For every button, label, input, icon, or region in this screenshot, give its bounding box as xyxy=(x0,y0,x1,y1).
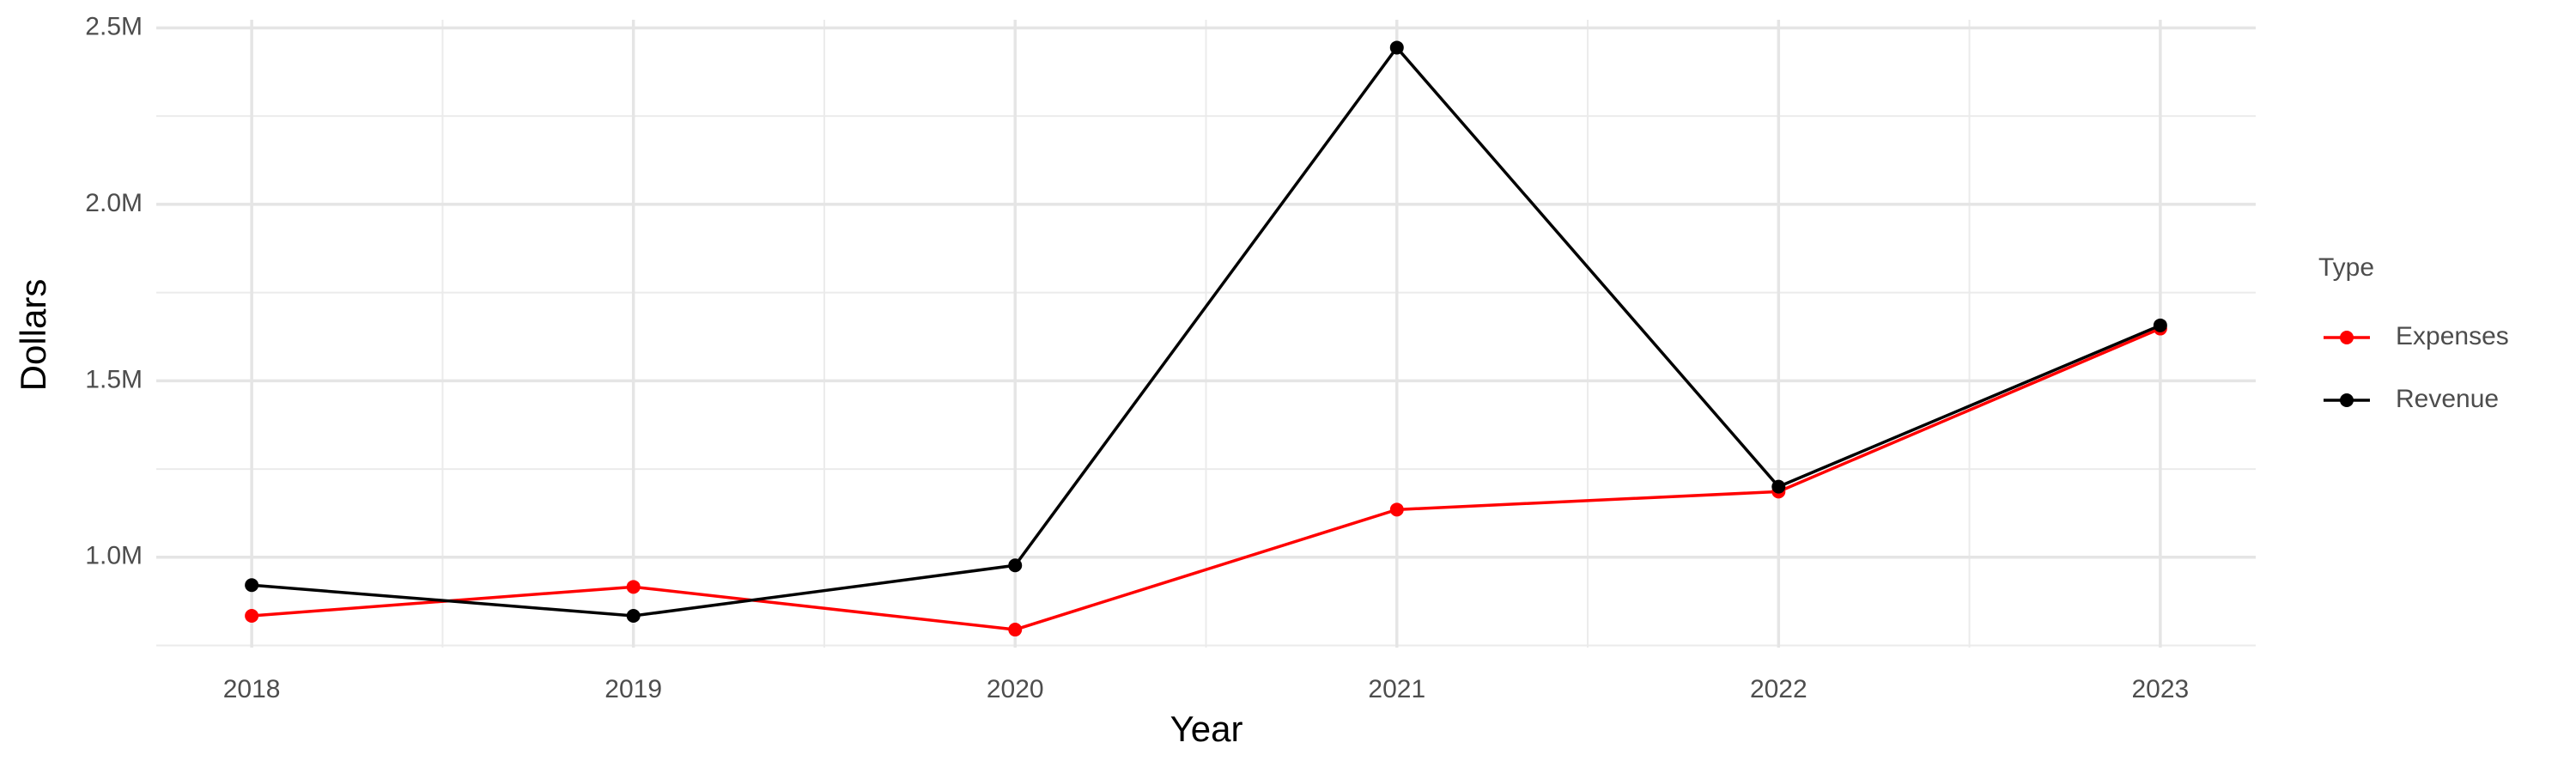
x-tick-label: 2020 xyxy=(987,675,1044,703)
x-axis-title: Year xyxy=(1170,709,1243,749)
data-point xyxy=(1771,479,1786,494)
data-point xyxy=(1389,502,1404,517)
series-line xyxy=(251,45,2161,618)
data-point xyxy=(626,580,641,594)
data-point xyxy=(245,578,259,593)
y-tick-label: 2.5M xyxy=(85,12,143,40)
x-tick-label: 2019 xyxy=(605,675,662,703)
legend-key-point xyxy=(2340,331,2354,344)
y-tick-label: 1.0M xyxy=(85,542,143,570)
data-point xyxy=(1008,623,1023,637)
y-axis-title: Dollars xyxy=(13,279,53,392)
x-tick-label: 2022 xyxy=(1750,675,1807,703)
data-point xyxy=(2153,318,2167,332)
series-line xyxy=(252,326,2161,631)
data-point xyxy=(626,609,641,624)
data-point xyxy=(1008,558,1023,573)
legend-label: Revenue xyxy=(2396,385,2499,413)
data-point xyxy=(245,609,259,624)
data-point xyxy=(1389,40,1404,55)
legend-key-point xyxy=(2340,393,2354,407)
x-tick-label: 2023 xyxy=(2131,675,2189,703)
x-tick-label: 2018 xyxy=(223,675,281,703)
y-tick-label: 1.5M xyxy=(85,365,143,393)
legend-label: Expenses xyxy=(2396,322,2509,350)
y-tick-label: 2.0M xyxy=(85,189,143,217)
x-tick-label: 2021 xyxy=(1368,675,1425,703)
legend-title: Type xyxy=(2318,253,2374,282)
